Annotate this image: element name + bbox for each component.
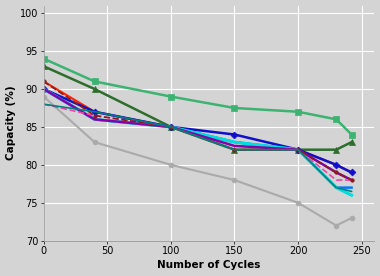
Cell 4 [232,140,237,144]
Cell 4 [41,80,46,83]
Cell 3 [169,163,173,166]
Cell 5 [92,110,97,113]
Cell 3 [41,95,46,98]
Cell 7 [92,118,97,121]
Cell 5 [169,125,173,129]
Cell 1 [296,110,300,113]
Cell 11 [296,148,300,151]
Cell 1 [169,95,173,98]
Cell 9 [92,114,97,117]
Cell 2 [334,148,339,151]
Cell 1 [232,106,237,110]
Cell 3 [92,140,97,144]
Cell 4 [92,110,97,113]
Line: Cell 4: Cell 4 [44,81,352,172]
Cell 11 [232,148,237,151]
Cell 3 [334,224,339,227]
Cell 4 [169,125,173,129]
Cell 10 [296,148,300,151]
Cell 8 [349,178,354,182]
Cell 3 [232,178,237,182]
Cell 2 [92,87,97,91]
Line: Cell 8: Cell 8 [44,89,352,180]
Cell 6 [296,148,300,151]
Cell 9 [232,148,237,151]
Cell 8 [92,118,97,121]
Cell 3 [349,216,354,220]
Cell 1 [349,133,354,136]
Cell 3 [296,201,300,205]
Cell 6 [41,87,46,91]
Line: Cell 2: Cell 2 [41,63,354,152]
Cell 10 [41,80,46,83]
Cell 4 [334,163,339,166]
Cell 9 [41,102,46,106]
Cell 9 [169,125,173,129]
Cell 9 [334,178,339,182]
Line: Cell 9: Cell 9 [44,104,352,180]
Cell 1 [41,57,46,60]
Cell 11 [334,186,339,189]
Cell 6 [334,186,339,189]
Cell 11 [41,102,46,106]
Y-axis label: Capacity (%): Capacity (%) [6,86,16,160]
Cell 8 [334,171,339,174]
Cell 8 [169,125,173,129]
Cell 5 [232,133,237,136]
Cell 5 [296,148,300,151]
Cell 9 [349,178,354,182]
Cell 5 [349,171,354,174]
Cell 4 [349,171,354,174]
Cell 10 [169,125,173,129]
Cell 8 [41,87,46,91]
Cell 6 [232,140,237,144]
Cell 6 [169,125,173,129]
Cell 8 [232,144,237,148]
Line: Cell 1: Cell 1 [41,56,354,137]
Cell 2 [41,65,46,68]
Line: Cell 3: Cell 3 [41,94,354,228]
Cell 9 [296,148,300,151]
Cell 7 [232,140,237,144]
Cell 8 [296,148,300,151]
Cell 7 [169,125,173,129]
Cell 11 [349,190,354,193]
Line: Cell 11: Cell 11 [44,104,352,192]
X-axis label: Number of Cycles: Number of Cycles [157,261,261,270]
Cell 10 [92,114,97,117]
Cell 1 [334,118,339,121]
Cell 10 [349,178,354,182]
Cell 4 [296,148,300,151]
Line: Cell 10: Cell 10 [42,80,353,182]
Cell 5 [41,87,46,91]
Cell 2 [232,148,237,151]
Line: Cell 6: Cell 6 [44,89,352,188]
Cell 2 [296,148,300,151]
Cell 7 [349,193,354,197]
Cell 6 [349,186,354,189]
Cell 11 [92,110,97,113]
Cell 7 [41,87,46,91]
Cell 5 [334,163,339,166]
Cell 11 [169,125,173,129]
Cell 2 [349,140,354,144]
Line: Cell 7: Cell 7 [44,89,352,195]
Cell 1 [92,80,97,83]
Cell 2 [169,125,173,129]
Cell 7 [296,148,300,151]
Cell 10 [232,148,237,151]
Cell 10 [334,171,339,174]
Cell 7 [334,186,339,189]
Cell 6 [92,118,97,121]
Line: Cell 5: Cell 5 [41,87,354,175]
